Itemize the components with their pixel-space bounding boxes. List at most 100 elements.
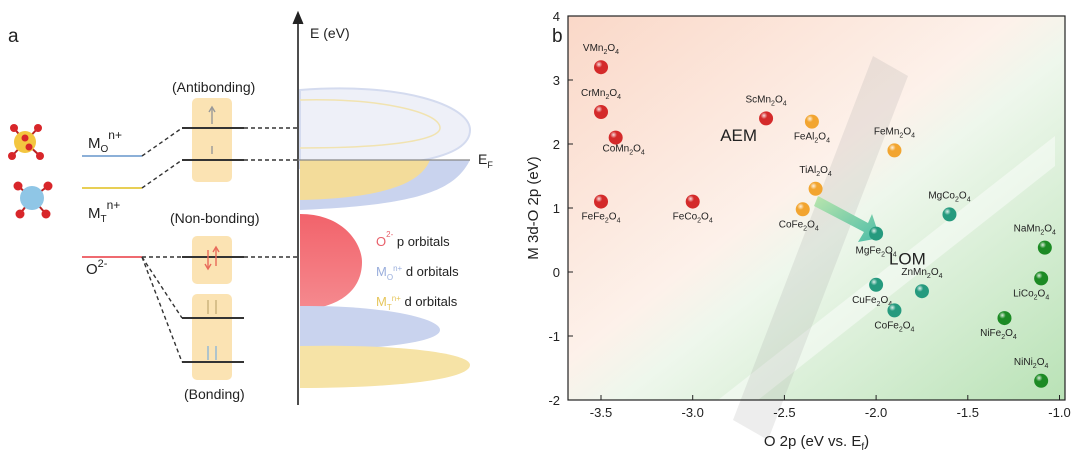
- point-highlight: [594, 60, 609, 75]
- point-label: MgFe2O4: [856, 246, 897, 259]
- x-axis-label: O 2p (eV vs. Ef): [764, 433, 869, 453]
- data-point: VMn2O4: [583, 43, 619, 75]
- point-highlight: [869, 277, 884, 292]
- x-tick-label: -1.5: [957, 405, 979, 420]
- data-point: CoFe2O4: [874, 303, 915, 333]
- watermark-stroke: [733, 56, 908, 440]
- fermi-label: EF: [478, 151, 493, 170]
- panel-b: b -3.5 -3.0 -2.5 -2.0 -1.5 -1.0 -2 -1 0 1 2 3 4 O 2p …: [525, 9, 1071, 453]
- point-highlight: [804, 114, 819, 129]
- octahedral-site-icon: [8, 124, 44, 160]
- point-highlight: [594, 194, 609, 209]
- data-point: FeFe2O4: [582, 194, 621, 225]
- data-point: NiNi2O4: [1014, 357, 1049, 388]
- point-highlight: [914, 284, 929, 299]
- legend-item-0: O2- p orbitals: [376, 230, 450, 249]
- point-label: TiAl2O4: [799, 165, 832, 178]
- nonbonding-label: (Non-bonding): [170, 210, 260, 226]
- data-point: LiCo2O4: [1013, 271, 1049, 301]
- point-highlight: [869, 226, 884, 241]
- electron-arrows: [204, 105, 220, 360]
- y-tick-label: 1: [553, 201, 560, 216]
- band-structure: [299, 87, 472, 388]
- point-label: NiNi2O4: [1014, 357, 1049, 370]
- energy-axis-label: E (eV): [310, 25, 350, 41]
- nonbonding-box: [192, 236, 232, 284]
- point-label: ZnMn2O4: [901, 267, 942, 280]
- data-point: FeAl2O4: [794, 114, 830, 145]
- y-tick-label: -1: [548, 329, 560, 344]
- data-point: NiFe2O4: [980, 311, 1017, 341]
- point-label: FeCo2O4: [673, 212, 713, 225]
- data-point: CoMn2O4: [603, 130, 645, 157]
- point-highlight: [887, 143, 902, 158]
- data-point: CrMn2O4: [581, 88, 621, 119]
- tetrahedral-site-icon: [13, 181, 53, 219]
- point-label: CrMn2O4: [581, 88, 621, 101]
- bonding-box: [192, 294, 232, 380]
- point-highlight: [887, 303, 902, 318]
- panel-a: a MOn+ MTn+: [8, 10, 493, 405]
- point-label: ScMn2O4: [745, 94, 786, 107]
- x-tick-label: -3.0: [682, 405, 704, 420]
- point-label: FeMn2O4: [874, 126, 915, 139]
- mo-label: MOn+: [88, 128, 122, 155]
- point-label: CoFe2O4: [874, 320, 914, 333]
- point-label: LiCo2O4: [1013, 288, 1049, 301]
- point-highlight: [594, 105, 609, 119]
- y-tick-label: -2: [548, 393, 560, 408]
- data-point: ZnMn2O4: [901, 267, 943, 299]
- point-highlight: [759, 111, 774, 126]
- point-label: MgCo2O4: [928, 190, 970, 203]
- region-label-lom: LOM: [889, 249, 926, 268]
- point-highlight: [1037, 240, 1052, 255]
- orbital-legend: O2- p orbitals MOn+ d orbitals MTn+ d orbi…: [376, 230, 459, 312]
- level-connectors: [141, 127, 298, 363]
- o2p-band: [300, 214, 362, 310]
- y-tick-label: 0: [553, 265, 560, 280]
- point-highlight: [795, 202, 810, 217]
- bonding-label: (Bonding): [184, 386, 245, 402]
- point-label: FeFe2O4: [582, 212, 621, 225]
- point-label: CuFe2O4: [852, 295, 892, 308]
- y-tick-label: 3: [553, 73, 560, 88]
- trend-arrow-icon: [814, 196, 880, 242]
- point-highlight: [608, 130, 623, 145]
- x-tick-label: -2.0: [865, 405, 887, 420]
- plot-background: [568, 16, 1065, 400]
- region-label-aem: AEM: [720, 126, 757, 145]
- point-highlight: [997, 311, 1012, 326]
- scatter-chart: -3.5 -3.0 -2.5 -2.0 -1.5 -1.0 -2 -1 0 1 2 3 4 O 2p (e…: [525, 9, 1071, 453]
- mt-label: MTn+: [88, 198, 120, 225]
- panel-a-label: a: [8, 26, 19, 47]
- data-point: ScMn2O4: [745, 94, 787, 126]
- data-point: FeCo2O4: [673, 194, 713, 225]
- point-highlight: [1034, 271, 1049, 286]
- point-label: NaMn2O4: [1014, 224, 1056, 237]
- data-point: MgFe2O4: [856, 226, 897, 259]
- energy-axis-arrow-icon: [292, 10, 304, 25]
- point-label: VMn2O4: [583, 43, 619, 56]
- point-highlight: [808, 181, 823, 196]
- point-highlight: [942, 207, 957, 222]
- point-label: CoFe2O4: [779, 219, 819, 232]
- point-label: NiFe2O4: [980, 328, 1017, 341]
- y-tick-label: 4: [553, 9, 560, 24]
- x-tick-label: -1.0: [1048, 405, 1070, 420]
- data-point: TiAl2O4: [799, 165, 832, 196]
- point-highlight: [1034, 373, 1049, 388]
- data-point: FeMn2O4: [874, 126, 915, 158]
- data-point: MgCo2O4: [928, 190, 971, 222]
- data-point: CoFe2O4: [779, 202, 819, 232]
- data-point: CuFe2O4: [852, 277, 892, 308]
- o2-label: O2-: [86, 258, 108, 278]
- region-divider: [718, 136, 1055, 400]
- antibonding-label: (Antibonding): [172, 79, 255, 95]
- point-highlight: [685, 194, 700, 209]
- y-axis-label: M 3d-O 2p (eV): [525, 156, 542, 259]
- x-tick-label: -3.5: [590, 405, 612, 420]
- point-label: FeAl2O4: [794, 132, 830, 145]
- x-tick-label: -2.5: [773, 405, 795, 420]
